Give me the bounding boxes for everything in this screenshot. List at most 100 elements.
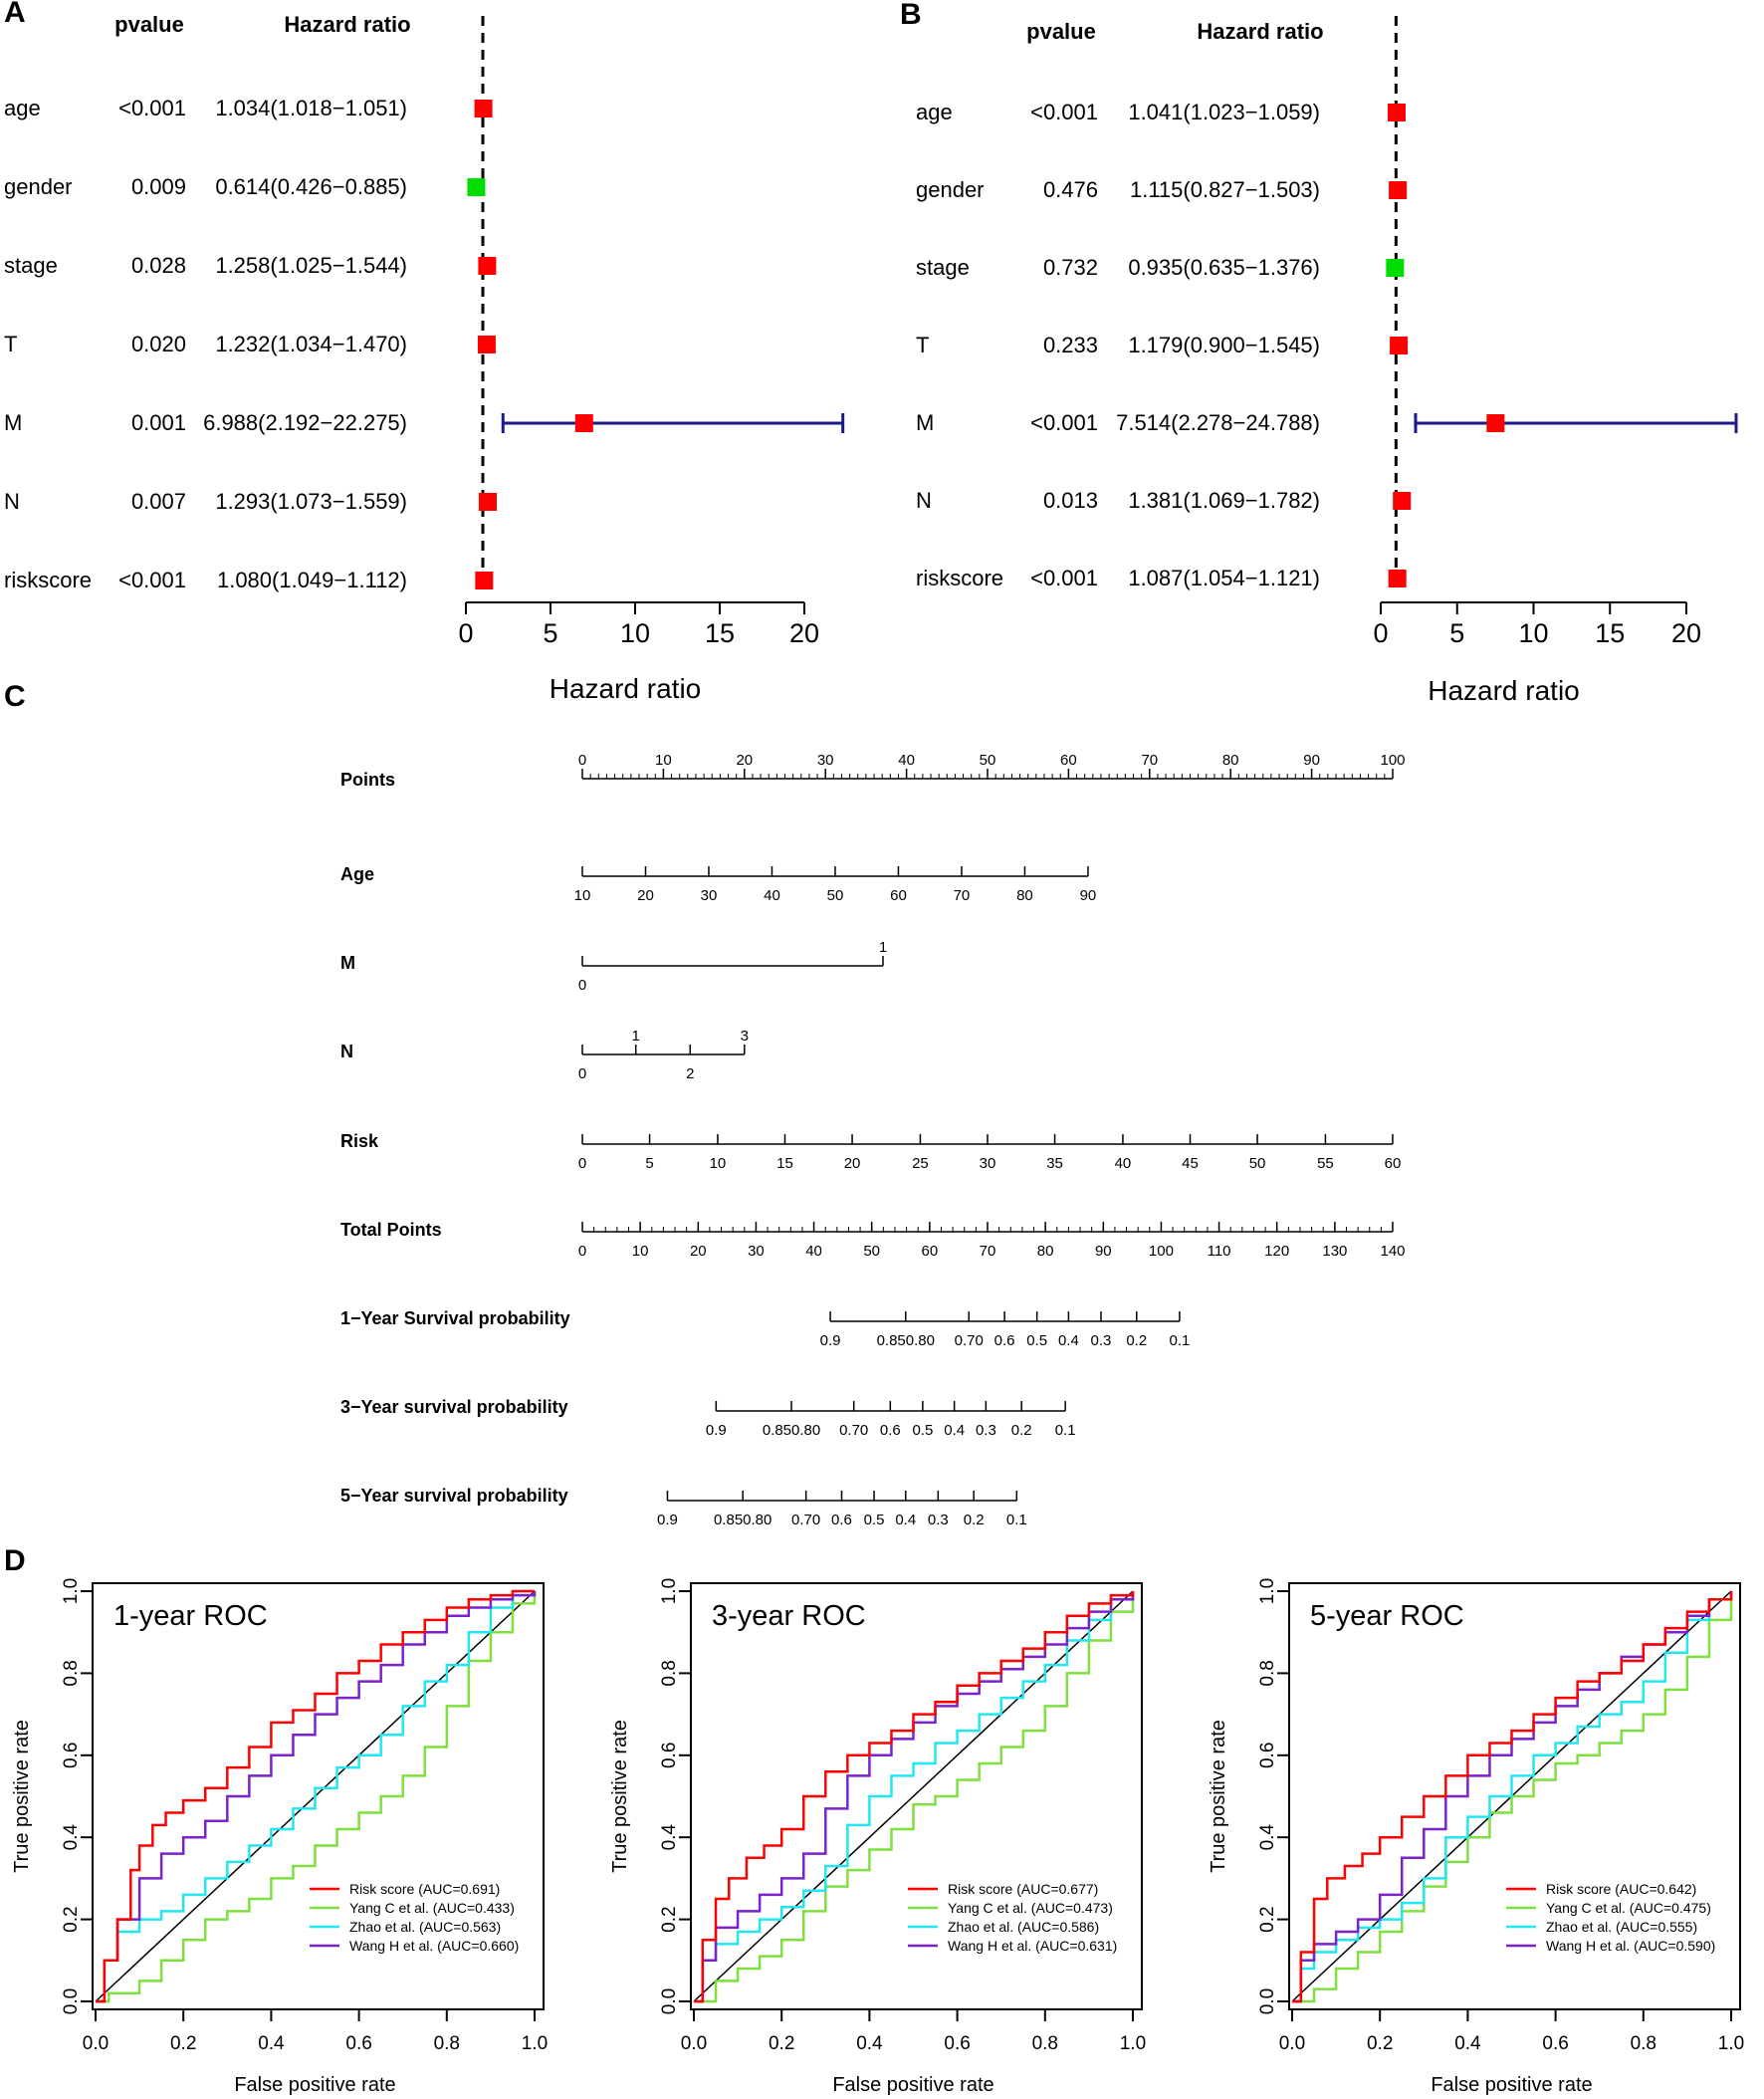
roc-2-x-tick-label: 0.2 xyxy=(769,2033,794,2054)
forest-a-x-tick-label: 0 xyxy=(458,618,473,648)
forest-a-row-pvalue: <0.001 xyxy=(118,568,186,592)
roc-1-y-tick-label: 1.0 xyxy=(61,1578,82,1604)
panel-label-c: C xyxy=(4,680,26,713)
panel-label-a: A xyxy=(4,0,26,29)
nomogram-3-year-survival-probability-tick-label: 0.5 xyxy=(912,1422,933,1439)
nomogram-5-year-survival-probability-tick-label: 0.1 xyxy=(1006,1512,1027,1528)
nomogram-5-year-survival-probability-tick-label: 0.3 xyxy=(928,1512,949,1528)
roc-1-series-risk xyxy=(96,1589,535,2003)
nomogram-3-year-survival-probability-tick-label: 0.4 xyxy=(944,1422,965,1439)
roc-2-title: 3-year ROC xyxy=(712,1600,866,1632)
nomogram-5-year-survival-probability-tick-label: 0.850.80 xyxy=(714,1512,772,1528)
roc-3-y-tick-label: 1.0 xyxy=(1257,1578,1278,1604)
nomogram-3-year-survival-probability-label: 3−Year survival probability xyxy=(340,1397,568,1417)
nomogram-1-year-survival-probability-tick-label: 0.70 xyxy=(955,1332,984,1349)
roc-1-y-axis-label: True positive rate xyxy=(11,1720,33,1873)
forest-b-hr-marker xyxy=(1388,570,1407,587)
roc-2-y-tick-label: 0.2 xyxy=(659,1906,680,1932)
forest-a-row-pvalue: 0.009 xyxy=(131,174,186,199)
forest-a-hr-marker xyxy=(467,178,486,196)
nomogram-m-label: M xyxy=(340,953,355,973)
nomogram-total-points-tick-label: 130 xyxy=(1322,1243,1347,1260)
roc-1-y-tick-label: 0.2 xyxy=(61,1906,82,1932)
nomogram-5-year-survival-probability-tick-label: 0.4 xyxy=(895,1512,916,1528)
nomogram-risk-tick-label: 0 xyxy=(578,1155,586,1172)
nomogram-points-tick-label: 30 xyxy=(817,752,834,769)
forest-b-header-pvalue: pvalue xyxy=(1026,19,1096,44)
roc-3-y-axis-label: True positive rate xyxy=(1208,1720,1229,1873)
nomogram-points-tick-label: 90 xyxy=(1303,752,1320,769)
forest-b-hr-marker xyxy=(1390,337,1409,354)
roc-2-y-tick-label: 0.6 xyxy=(659,1743,680,1768)
roc-3-y-tick-label: 0.0 xyxy=(1257,1988,1278,2014)
forest-b-row-hr: 0.935(0.635−1.376) xyxy=(1128,255,1320,280)
forest-b-x-tick-label: 10 xyxy=(1518,618,1548,648)
nomogram-n-tick-label: 1 xyxy=(632,1028,640,1045)
roc-2-series-risk xyxy=(694,1591,1135,2003)
roc-3-legend-label: Zhao et al. (AUC=0.555) xyxy=(1546,1919,1697,1935)
roc-1-y-tick-label: 0.6 xyxy=(61,1743,82,1768)
forest-a-x-axis-label: Hazard ratio xyxy=(550,673,702,704)
forest-a-row-name: T xyxy=(4,332,17,356)
nomogram-5-year-survival-probability-tick-label: 0.6 xyxy=(831,1512,852,1528)
roc-3-legend-label: Yang C et al. (AUC=0.475) xyxy=(1546,1900,1711,1916)
forest-a-row-pvalue: 0.007 xyxy=(131,489,186,514)
nomogram-n-tick-label: 0 xyxy=(578,1065,586,1082)
forest-a-row-hr: 1.080(1.049−1.112) xyxy=(217,568,407,592)
nomogram-total-points-tick-label: 140 xyxy=(1380,1243,1405,1260)
forest-a-hr-marker xyxy=(574,414,593,432)
roc-2-x-tick-label: 0.8 xyxy=(1032,2033,1058,2054)
forest-b-row-name: T xyxy=(916,333,929,357)
roc-2-y-axis-label: True positive rate xyxy=(609,1720,631,1873)
forest-a-row-hr: 0.614(0.426−0.885) xyxy=(215,174,407,199)
roc-1-x-tick-label: 0.8 xyxy=(434,2033,460,2054)
roc-2-legend-label: Zhao et al. (AUC=0.586) xyxy=(948,1919,1099,1935)
nomogram-total-points-tick-label: 0 xyxy=(578,1243,586,1260)
nomogram-1-year-survival-probability-tick-label: 0.4 xyxy=(1058,1332,1079,1349)
forest-a-row-pvalue: 0.028 xyxy=(131,253,186,278)
nomogram-total-points-tick-label: 100 xyxy=(1149,1243,1174,1260)
forest-a-row-hr: 1.293(1.073−1.559) xyxy=(215,489,407,514)
nomogram-points-tick-label: 60 xyxy=(1060,752,1077,769)
forest-b-row-pvalue: 0.476 xyxy=(1043,177,1098,202)
forest-b-x-tick-label: 15 xyxy=(1595,618,1625,648)
nomogram-1-year-survival-probability-label: 1−Year Survival probability xyxy=(340,1308,570,1328)
roc-3-y-tick-label: 0.6 xyxy=(1257,1743,1278,1768)
roc-1-legend-label: Wang H et al. (AUC=0.660) xyxy=(349,1938,519,1954)
nomogram-1-year-survival-probability-tick-label: 0.6 xyxy=(994,1332,1015,1349)
nomogram-risk-tick-label: 5 xyxy=(645,1155,653,1172)
roc-3-frame xyxy=(1288,1582,1741,2010)
nomogram-total-points-tick-label: 70 xyxy=(980,1243,996,1260)
nomogram-risk-tick-label: 25 xyxy=(912,1155,929,1172)
nomogram-3-year-survival-probability-tick-label: 0.3 xyxy=(976,1422,996,1439)
roc-3-legend-label: Wang H et al. (AUC=0.590) xyxy=(1546,1938,1715,1954)
roc-3-y-tick-label: 0.4 xyxy=(1257,1824,1278,1851)
nomogram-risk-label: Risk xyxy=(340,1131,379,1151)
forest-a-row-name: N xyxy=(4,489,20,514)
roc-1-x-tick-label: 0.4 xyxy=(258,2033,285,2054)
forest-a-row-name: M xyxy=(4,410,22,435)
nomogram-risk-tick-label: 50 xyxy=(1249,1155,1266,1172)
forest-a-hr-marker xyxy=(477,336,496,353)
forest-b-hr-marker xyxy=(1387,104,1406,121)
roc-1-legend-label: Zhao et al. (AUC=0.563) xyxy=(349,1919,501,1935)
nomogram-age-tick-label: 40 xyxy=(764,887,780,904)
forest-b-row-pvalue: 0.732 xyxy=(1043,255,1098,280)
roc-3-title: 5-year ROC xyxy=(1310,1600,1464,1632)
panel-label-b: B xyxy=(900,0,922,31)
nomogram-age-tick-label: 80 xyxy=(1016,887,1033,904)
forest-a-row-name: gender xyxy=(4,174,73,199)
forest-b-x-axis-label: Hazard ratio xyxy=(1428,675,1580,706)
nomogram-1-year-survival-probability-tick-label: 0.5 xyxy=(1026,1332,1047,1349)
roc-3-series-zhao xyxy=(1292,1591,1733,2003)
roc-1-y-tick-label: 0.8 xyxy=(61,1660,82,1686)
nomogram-total-points-tick-label: 40 xyxy=(805,1243,822,1260)
forest-a-row-hr: 6.988(2.192−22.275) xyxy=(203,410,407,435)
forest-a-row-name: age xyxy=(4,96,41,120)
forest-b-row-hr: 1.041(1.023−1.059) xyxy=(1128,100,1320,124)
roc-3-y-tick-label: 0.2 xyxy=(1257,1906,1278,1932)
nomogram-3-year-survival-probability-tick-label: 0.2 xyxy=(1011,1422,1032,1439)
nomogram-risk-tick-label: 20 xyxy=(844,1155,861,1172)
roc-2-y-tick-label: 1.0 xyxy=(659,1578,680,1604)
roc-2-legend-label: Risk score (AUC=0.677) xyxy=(948,1881,1098,1897)
